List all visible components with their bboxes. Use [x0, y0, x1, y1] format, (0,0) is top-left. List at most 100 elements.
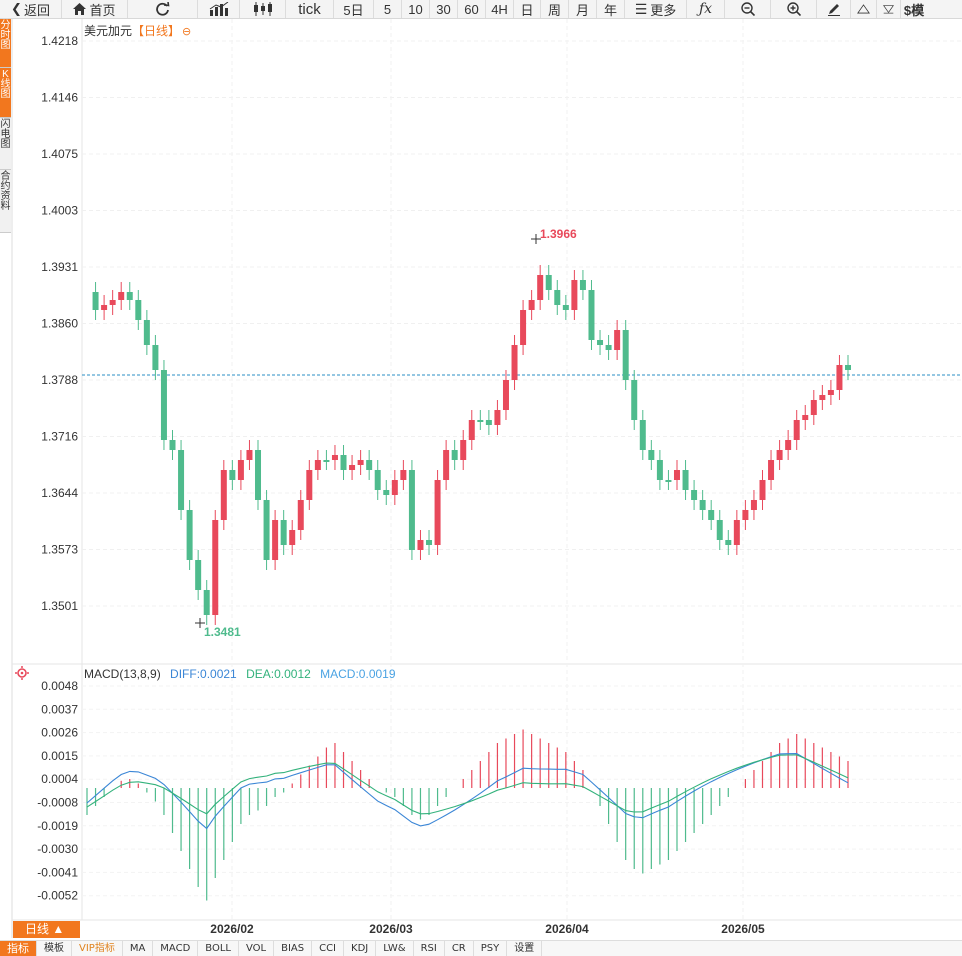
period-day-button[interactable]: 日 [514, 0, 541, 18]
candle-body [143, 320, 150, 345]
candle-body [383, 490, 390, 495]
candle-body [331, 455, 338, 460]
formula-button[interactable]: ƒx [687, 0, 725, 18]
period-60-button[interactable]: 60 [458, 0, 486, 18]
candle-body [426, 540, 433, 545]
indicator-boll[interactable]: BOLL [198, 941, 239, 956]
tab-timeshare[interactable]: 分时图 [0, 19, 11, 68]
chevron-left-icon: ❮ [11, 1, 22, 16]
zoom-in-icon [786, 2, 801, 16]
tab-lightning[interactable]: 闪电图 [0, 118, 11, 170]
indicator-rsi[interactable]: RSI [414, 941, 445, 956]
refresh-button[interactable] [128, 0, 198, 18]
zoom-out-button[interactable] [725, 0, 771, 18]
candlestick-icon [253, 2, 272, 16]
settings-button[interactable]: 设置 [507, 941, 543, 956]
tab-kline[interactable]: K线图 [0, 68, 11, 118]
candle-body [366, 460, 373, 470]
candle-body [203, 590, 210, 615]
candle-body [759, 480, 766, 500]
candle-body [400, 470, 407, 480]
indicator-bar: 指标 模板 VIP指标 MA MACD BOLL VOL BIAS CCI KD… [0, 940, 962, 956]
more-button[interactable]: ☰ 更多 [625, 0, 687, 18]
candle-body [152, 345, 159, 370]
indicator-bias[interactable]: BIAS [274, 941, 313, 956]
indicator-lw[interactable]: LW& [376, 941, 414, 956]
price-menu-button[interactable]: $模 [903, 2, 925, 18]
candle-body [656, 460, 663, 480]
indicator-cci[interactable]: CCI [312, 941, 345, 956]
period-week-button[interactable]: 周 [541, 0, 569, 18]
back-button[interactable]: ❮ 返回 [0, 0, 62, 18]
period-month-button[interactable]: 月 [569, 0, 597, 18]
draw-button[interactable] [817, 0, 851, 18]
triangle-up-icon [857, 4, 870, 14]
candle-body [468, 420, 475, 440]
candle-body [263, 500, 270, 560]
price-tick-label: 1.3644 [41, 486, 78, 500]
date-tick-label: 2026/02 [210, 922, 254, 936]
period-30-button[interactable]: 30 [430, 0, 458, 18]
indicator-kdj[interactable]: KDJ [344, 941, 377, 956]
triangle-down-button[interactable] [877, 0, 901, 18]
candle-body [699, 500, 706, 510]
candle-body [614, 330, 621, 350]
diff-line [86, 753, 849, 830]
tab-contract-info[interactable]: 合约资料 [0, 170, 11, 233]
candle-body [810, 400, 817, 415]
candle-body [750, 500, 757, 510]
candle-body [178, 450, 185, 510]
dea-line [86, 754, 849, 815]
period-5-button[interactable]: 5 [374, 0, 402, 18]
tab-indicators[interactable]: 指标 [0, 941, 37, 956]
low-price-label: 1.3481 [204, 625, 241, 639]
menu-icon: ☰ [634, 0, 648, 17]
macd-tick-label: 0.0026 [41, 726, 78, 740]
macd-tick-label: 0.0037 [41, 702, 78, 716]
price-tick-label: 1.3501 [41, 599, 78, 613]
macd-tick-label: -0.0052 [37, 889, 78, 903]
chart-title: 美元加元【日线】 ⊖ [84, 22, 191, 39]
candle-body [126, 292, 133, 300]
candle-body [297, 500, 304, 530]
period-4h-button[interactable]: 4H [486, 0, 514, 18]
minus-circle-icon[interactable]: ⊖ [182, 26, 192, 38]
indicator-macd[interactable]: MACD [153, 941, 199, 956]
period-year-button[interactable]: 年 [597, 0, 625, 18]
period-10-button[interactable]: 10 [402, 0, 430, 18]
candle-body [622, 330, 629, 380]
candle-body [802, 415, 809, 420]
triangle-up-button[interactable] [851, 0, 877, 18]
tab-template[interactable]: 模板 [37, 941, 72, 956]
candle-body [785, 440, 792, 450]
candle-body [768, 460, 775, 480]
tick-button[interactable]: tick [286, 0, 334, 18]
candle-body [691, 490, 698, 500]
zoom-in-button[interactable] [771, 0, 817, 18]
settings-gear-icon[interactable] [15, 666, 29, 680]
candle-body [545, 275, 552, 290]
candle-body [280, 520, 287, 545]
macd-diff: DIFF:0.0021 [170, 667, 237, 681]
indicator-vol[interactable]: VOL [239, 941, 275, 956]
candle-body [588, 290, 595, 340]
line-chart-button[interactable] [198, 0, 240, 18]
candle-body [417, 540, 424, 550]
period-dropdown[interactable]: 日线 ▲ [13, 921, 80, 938]
five-day-button[interactable]: 5日 [334, 0, 374, 18]
tab-vip-indicators[interactable]: VIP指标 [72, 941, 123, 956]
candle-body [511, 345, 518, 380]
candle-body [836, 365, 843, 390]
indicator-cr[interactable]: CR [445, 941, 474, 956]
candle-body [323, 460, 330, 462]
candle-body [793, 420, 800, 440]
candlestick-button[interactable] [240, 0, 286, 18]
candle-body [776, 450, 783, 460]
indicator-psy[interactable]: PSY [474, 941, 508, 956]
home-button[interactable]: 首页 [62, 0, 128, 18]
price-tick-label: 1.3860 [41, 317, 78, 331]
candle-body [109, 300, 116, 305]
candle-body [845, 365, 851, 370]
indicator-ma[interactable]: MA [123, 941, 154, 956]
